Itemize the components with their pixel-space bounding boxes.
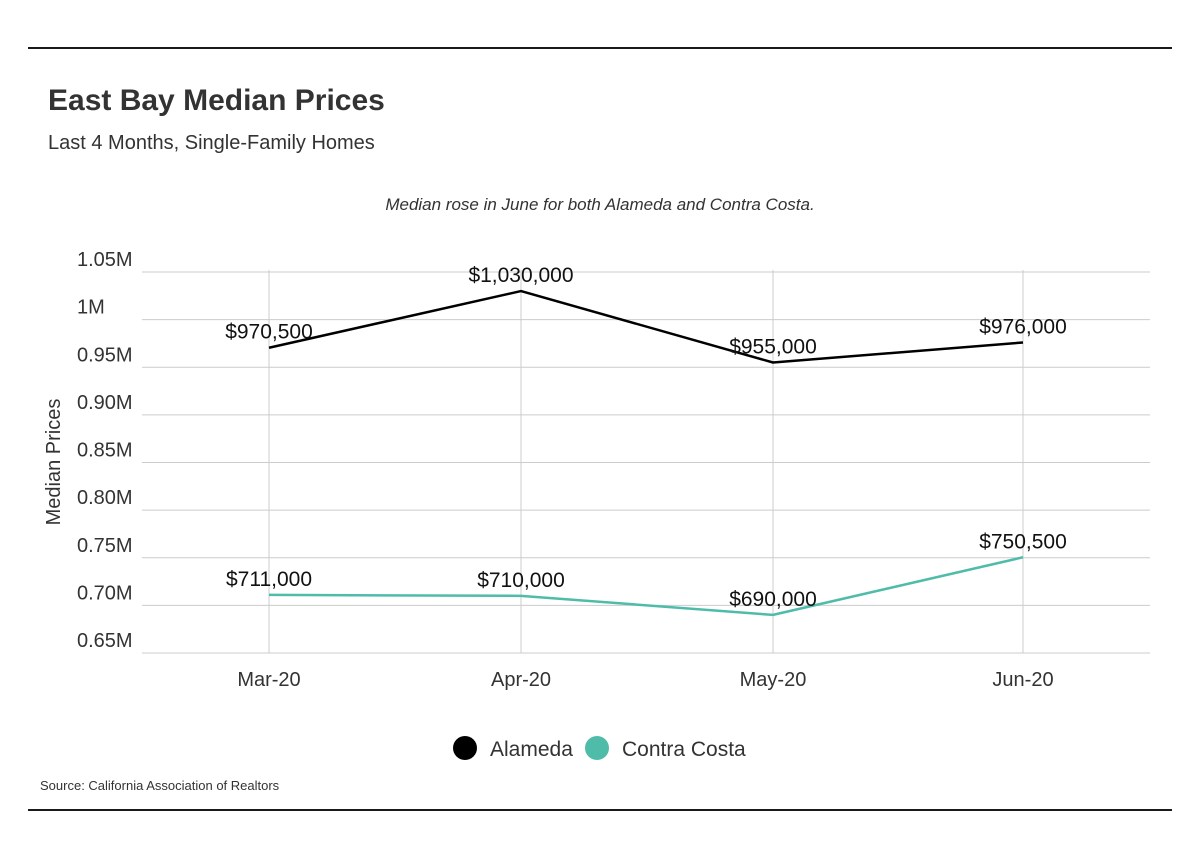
y-tick-label: 0.65M (77, 630, 133, 652)
y-tick-label: 0.95M (77, 344, 133, 366)
series-line-alameda (268, 289, 1024, 364)
legend-label: Alameda (490, 738, 573, 761)
legend-marker (585, 736, 609, 760)
chart-subtitle: Last 4 Months, Single-Family Homes (48, 132, 375, 154)
data-label: $1,030,000 (468, 264, 573, 287)
x-tick-label: Apr-20 (491, 669, 551, 691)
data-label: $711,000 (226, 568, 312, 591)
chart-title: East Bay Median Prices (48, 84, 385, 117)
data-labels: $970,500 $1,030,000 $955,000 $976,000 $711,0… (225, 264, 1067, 611)
series-lines (268, 289, 1024, 617)
data-label: $976,000 (979, 315, 1067, 338)
data-label: $710,000 (477, 569, 565, 592)
series-line-contra-costa (268, 556, 1024, 617)
y-tick-label: 0.90M (77, 392, 133, 414)
y-axis-ticks: 0.65M 0.70M 0.75M 0.80M 0.85M 0.90M 0.95M 1M 1.0… (77, 249, 133, 652)
gridlines (142, 270, 1150, 654)
y-tick-label: 1.05M (77, 249, 133, 271)
data-label: $750,500 (979, 530, 1067, 553)
data-label: $955,000 (729, 335, 817, 358)
y-tick-label: 1M (77, 297, 105, 319)
x-axis-ticks: Mar-20 Apr-20 May-20 Jun-20 (237, 669, 1053, 691)
legend-marker (453, 736, 477, 760)
data-label: $690,000 (729, 588, 817, 611)
top-rule (28, 47, 1172, 49)
source-note: Source: California Association of Realto… (40, 778, 280, 793)
y-axis-label: Median Prices (43, 399, 65, 526)
y-tick-label: 0.70M (77, 582, 133, 604)
legend: Alameda Contra Costa (453, 736, 746, 761)
legend-label: Contra Costa (622, 738, 746, 761)
x-tick-label: May-20 (740, 669, 807, 691)
bottom-rule (28, 809, 1172, 811)
y-tick-label: 0.80M (77, 487, 133, 509)
x-tick-label: Jun-20 (992, 669, 1053, 691)
x-tick-label: Mar-20 (237, 669, 300, 691)
y-tick-label: 0.75M (77, 535, 133, 557)
data-label: $970,500 (225, 321, 313, 344)
y-tick-label: 0.85M (77, 440, 133, 462)
chart-annotation: Median rose in June for both Alameda and… (385, 195, 814, 214)
